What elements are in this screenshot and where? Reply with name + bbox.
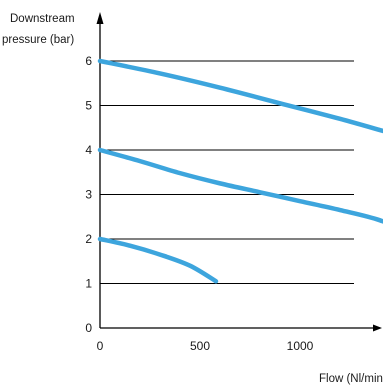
series-curve-3 xyxy=(97,236,219,284)
y-tick-label-3: 3 xyxy=(85,188,92,202)
y-tick-label-0: 0 xyxy=(85,321,92,335)
x-tick-label-0: 0 xyxy=(97,339,104,353)
y-axis-label-line-2: pressure (bar) xyxy=(2,34,74,46)
series-curve-2 xyxy=(97,147,383,224)
y-tick-label-2: 2 xyxy=(85,232,92,246)
y-tick-label-1: 1 xyxy=(85,277,92,291)
x-tick-label-1000: 1000 xyxy=(287,339,314,353)
series-curve-1 xyxy=(97,58,383,134)
x-tick-label-500: 500 xyxy=(190,339,210,353)
tick-labels: 012345605001000150020002500 xyxy=(85,54,314,353)
axes xyxy=(96,12,382,332)
series-curves xyxy=(97,58,383,284)
gridlines xyxy=(100,60,354,285)
y-axis-arrow-icon xyxy=(96,12,104,24)
y-tick-label-5: 5 xyxy=(85,99,92,113)
y-tick-label-4: 4 xyxy=(85,143,92,157)
x-axis-label: Flow (Nl/min xyxy=(319,373,383,385)
y-axis-label-line-1: Downstream xyxy=(10,13,75,25)
x-axis-arrow-icon xyxy=(373,324,382,332)
y-tick-label-6: 6 xyxy=(85,54,92,68)
